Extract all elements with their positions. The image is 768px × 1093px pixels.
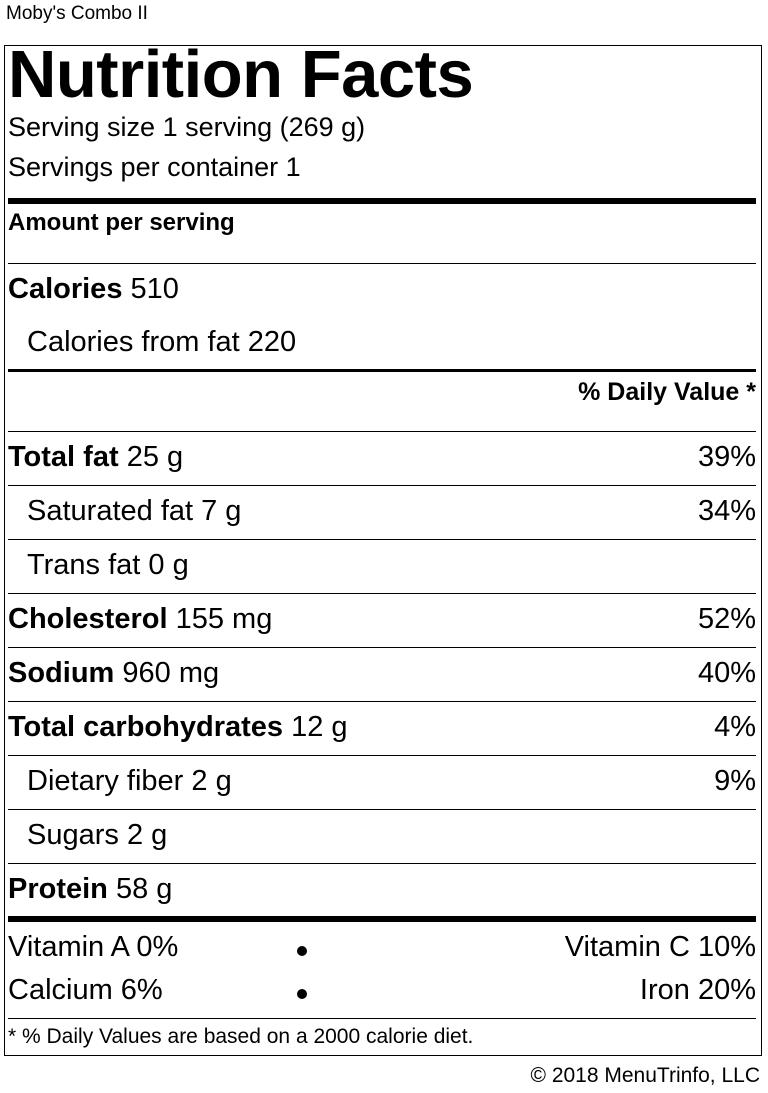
divider (8, 593, 756, 594)
nutrient-row-total-fat: Total fat 25 g 39% (8, 440, 756, 474)
nutrition-label-inner: Nutrition Facts Serving size 1 serving (… (8, 40, 756, 1055)
nutrient-dv: 40% (697, 657, 756, 689)
nutrient-text: Total fat 25 g (8, 440, 183, 474)
divider (8, 647, 756, 648)
calories-from-fat: Calories from fat 220 (27, 326, 297, 358)
divider (8, 485, 756, 486)
divider (8, 263, 756, 264)
nutrient-text: Trans fat 0 g (27, 548, 189, 582)
calories-label: Calories (8, 273, 123, 305)
bullet-dot-icon (297, 946, 307, 956)
amount-per-serving: Amount per serving (8, 209, 235, 236)
nutrient-row-cholesterol: Cholesterol 155 mg 52% (8, 602, 756, 636)
calories-from-fat-row: Calories from fat 220 (8, 325, 756, 359)
vitamin-a: Vitamin A 0% (8, 931, 179, 963)
nutrient-label: Total carbohydrates (8, 711, 284, 743)
nutrient-label: Total fat (8, 441, 119, 473)
divider (8, 1018, 756, 1019)
nutrient-row-saturated-fat: Saturated fat 7 g 34% (8, 494, 756, 528)
nutrient-label: Dietary fiber (27, 765, 184, 797)
medium-divider (8, 369, 756, 372)
thick-divider (8, 916, 756, 922)
nutrient-amount: 0 g (148, 549, 189, 581)
nutrient-amount: 58 g (115, 873, 173, 905)
nutrient-row-trans-fat: Trans fat 0 g (8, 548, 756, 582)
bullet-dot-icon (297, 989, 307, 999)
thick-divider (8, 198, 756, 204)
divider (8, 431, 756, 432)
nutrient-dv: 52% (697, 603, 756, 635)
nutrient-dv: 4% (714, 711, 756, 743)
vitamin-row-1: Vitamin A 0% Vitamin C 10% (8, 930, 756, 964)
calcium: Calcium 6% (8, 974, 163, 1006)
nutrient-label: Trans fat (27, 549, 141, 581)
nutrition-facts-heading: Nutrition Facts (8, 37, 474, 112)
copyright-notice: © 2018 MenuTrinfo, LLC (530, 1064, 760, 1087)
nutrient-dv: 9% (714, 765, 756, 797)
divider (8, 539, 756, 540)
serving-size: Serving size 1 serving (269 g) (8, 112, 366, 142)
nutrient-label: Cholesterol (8, 603, 168, 635)
nutrient-text: Cholesterol 155 mg (8, 602, 272, 636)
nutrient-label: Sugars (27, 819, 119, 851)
iron: Iron 20% (639, 974, 756, 1006)
divider (8, 863, 756, 864)
nutrient-amount: 12 g (291, 711, 348, 743)
nutrient-text: Protein 58 g (8, 872, 172, 906)
daily-value-footnote: * % Daily Values are based on a 2000 cal… (8, 1025, 474, 1048)
nutrient-row-dietary-fiber: Dietary fiber 2 g 9% (8, 764, 756, 798)
daily-value-header: % Daily Value * (578, 378, 756, 406)
nutrient-label: Sodium (8, 657, 115, 689)
nutrient-row-protein: Protein 58 g (8, 872, 756, 906)
vitamin-row-2: Calcium 6% Iron 20% (8, 973, 756, 1007)
nutrient-text: Sodium 960 mg (8, 656, 219, 690)
servings-per-container: Servings per container 1 (8, 152, 301, 182)
nutrient-amount: 960 mg (122, 657, 220, 689)
calories-row: Calories 510 (8, 272, 756, 306)
nutrient-amount: 25 g (126, 441, 184, 473)
calories-value: 510 (130, 273, 179, 305)
nutrient-text: Total carbohydrates 12 g (8, 710, 348, 744)
nutrient-dv: 34% (697, 495, 756, 527)
nutrient-amount: 2 g (191, 765, 232, 797)
nutrient-row-sugars: Sugars 2 g (8, 818, 756, 852)
nutrient-text: Saturated fat 7 g (27, 494, 241, 528)
nutrient-row-sodium: Sodium 960 mg 40% (8, 656, 756, 690)
nutrient-dv: 39% (697, 441, 756, 473)
product-title: Moby's Combo II (6, 3, 148, 24)
nutrient-label: Protein (8, 873, 108, 905)
calories-text: Calories 510 (8, 272, 179, 306)
nutrient-row-total-carbohydrates: Total carbohydrates 12 g 4% (8, 710, 756, 744)
vitamin-c: Vitamin C 10% (564, 931, 756, 963)
nutrient-amount: 7 g (201, 495, 242, 527)
nutrient-text: Sugars 2 g (27, 818, 167, 852)
nutrient-label: Saturated fat (27, 495, 194, 527)
nutrient-amount: 2 g (126, 819, 168, 851)
divider (8, 701, 756, 702)
nutrient-text: Dietary fiber 2 g (27, 764, 232, 798)
divider (8, 809, 756, 810)
divider (8, 755, 756, 756)
nutrient-amount: 155 mg (175, 603, 273, 635)
nutrition-label: Nutrition Facts Serving size 1 serving (… (4, 40, 762, 1056)
